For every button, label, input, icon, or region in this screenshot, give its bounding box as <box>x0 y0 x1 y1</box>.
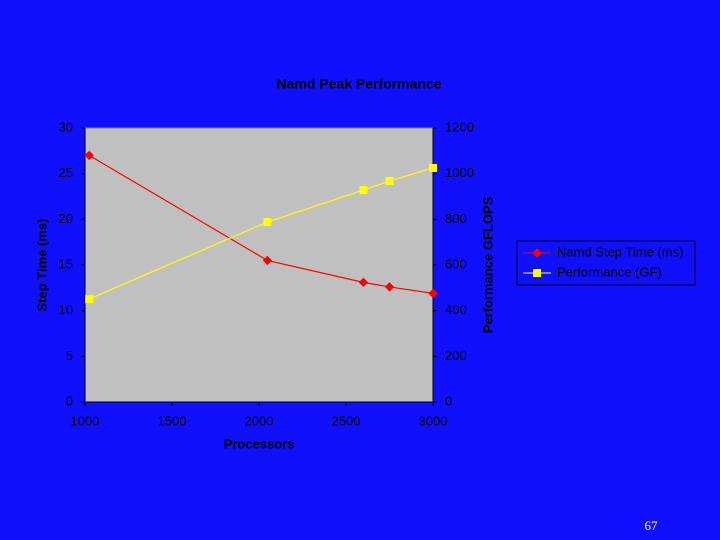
y2-tick-label: 800 <box>445 211 467 226</box>
y-tick-label: 15 <box>59 256 73 271</box>
y-tick-label: 25 <box>59 165 73 180</box>
y2-tick-label: 200 <box>445 348 467 363</box>
legend-swatch <box>533 269 541 277</box>
data-point <box>84 150 94 161</box>
legend-box <box>516 240 696 286</box>
y-tick-label: 5 <box>66 348 73 363</box>
y-tick-label: 20 <box>59 211 73 226</box>
data-point <box>263 218 272 227</box>
data-point <box>428 288 438 299</box>
x-tick-label: 2000 <box>245 413 274 428</box>
data-point <box>359 186 368 195</box>
y-axis-label: Step Time (ms) <box>34 219 49 312</box>
legend-swatch <box>532 248 542 258</box>
legend-label: Performance (GF) <box>557 264 662 279</box>
y2-tick-label: 0 <box>445 393 452 408</box>
data-point <box>384 282 395 292</box>
data-point <box>429 163 437 172</box>
data-point <box>385 176 394 185</box>
y2-tick-label: 400 <box>445 302 467 317</box>
legend-label: Namd Step Time (ms) <box>557 244 683 259</box>
data-point <box>262 255 273 266</box>
x-tick-label: 1500 <box>158 413 187 428</box>
y2-axis-label: Performance GFLOPS <box>480 196 495 333</box>
y-tick-label: 30 <box>59 119 73 134</box>
x-tick-label: 1000 <box>71 413 100 428</box>
y-tick-label: 10 <box>59 302 73 317</box>
page-number: 67 <box>645 518 659 533</box>
data-point <box>85 295 94 304</box>
y2-tick-label: 600 <box>445 256 467 271</box>
y2-tick-label: 1200 <box>445 119 474 134</box>
chart-title: Namd Peak Performance <box>277 76 442 92</box>
x-axis-label: Processors <box>224 436 295 451</box>
data-point <box>358 277 369 288</box>
x-tick-label: 2500 <box>332 413 361 428</box>
y2-tick-label: 1000 <box>445 165 474 180</box>
y-tick-label: 0 <box>66 393 73 408</box>
plot-area <box>84 127 434 403</box>
x-tick-label: 3000 <box>419 413 448 428</box>
